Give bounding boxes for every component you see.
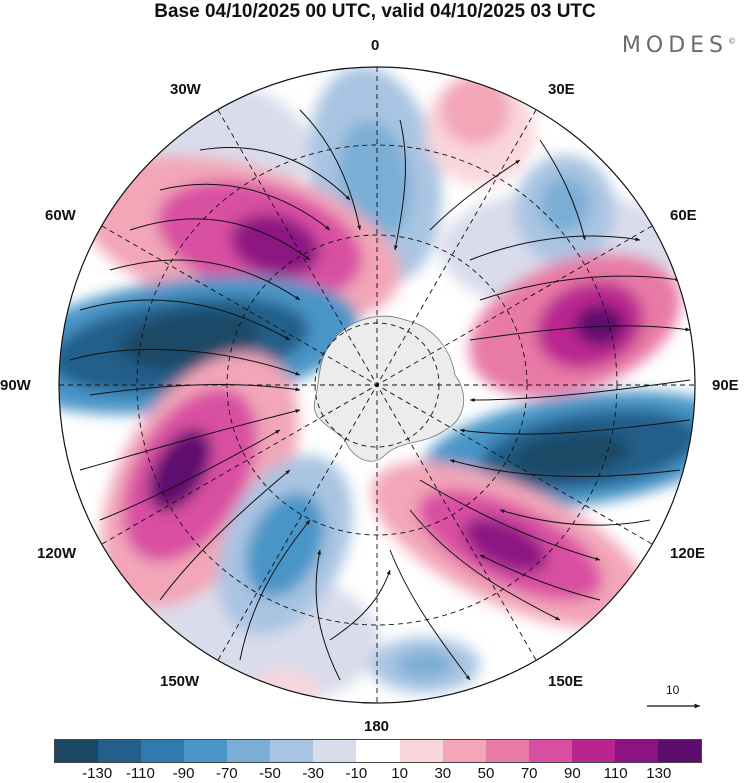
lon-label-150e: 150E <box>548 673 584 690</box>
reference-vector-label: 10 <box>666 683 680 697</box>
lon-label-90w: 90W <box>0 377 31 394</box>
colorbar-tick-label: -50 <box>259 765 281 782</box>
colorbar-swatch <box>270 740 314 762</box>
colorbar-tick-label: 30 <box>434 765 452 782</box>
antarctica-land <box>313 315 464 462</box>
lon-label-90e: 90E <box>712 377 739 394</box>
wind-streamlines <box>69 109 691 681</box>
colorbar-tick-label: 130 <box>646 765 672 782</box>
colorbar-swatch <box>614 740 658 762</box>
colorbar-swatch <box>227 740 271 762</box>
polar-map <box>58 66 700 709</box>
colorbar-swatch <box>571 740 615 762</box>
lon-label-120e: 120E <box>670 545 706 562</box>
colorbar-tick-label: 70 <box>520 765 538 782</box>
lon-label-120w: 120W <box>37 545 77 562</box>
graticule <box>59 67 695 703</box>
colorbar-tick-label: 10 <box>391 765 408 782</box>
colorbar-swatch <box>356 740 400 762</box>
lon-label-150w: 150W <box>160 673 200 690</box>
colorbar-swatch <box>313 740 357 762</box>
lon-label-30w: 30W <box>170 81 201 98</box>
colorbar-swatch <box>485 740 529 762</box>
colorbar-tick-label: -130 <box>82 765 113 782</box>
colorbar-tick-label: -110 <box>125 765 155 782</box>
lon-label-60e: 60E <box>670 207 697 224</box>
modes-logo-text: MODES <box>621 33 728 58</box>
colorbar-swatch <box>399 740 443 762</box>
colorbar-tick-label: 50 <box>477 765 495 782</box>
lon-label-0: 0 <box>371 37 380 54</box>
colorbar <box>54 739 702 763</box>
colorbar-swatch <box>141 740 185 762</box>
colorbar-swatch <box>98 740 142 762</box>
colorbar-tick-label: -10 <box>345 765 368 782</box>
colorbar-swatch <box>657 740 701 762</box>
map-boundary <box>58 66 696 704</box>
modes-logo-mark: © <box>728 36 736 46</box>
map-title: Base 04/10/2025 00 UTC, valid 04/10/2025… <box>154 1 596 22</box>
colorbar-swatch <box>442 740 486 762</box>
lon-label-180: 180 <box>364 718 390 735</box>
lon-label-30e: 30E <box>548 81 575 98</box>
colorbar-tick-label: 90 <box>564 765 581 782</box>
colorbar-tick-label: -70 <box>215 765 238 782</box>
colorbar-tick-label: -30 <box>302 765 325 782</box>
colorbar-swatch <box>55 740 99 762</box>
colorbar-tick-label: -90 <box>172 765 195 782</box>
modes-logo: MODES© <box>622 33 736 58</box>
colorbar-tick-label: 110 <box>603 765 628 782</box>
colorbar-swatch <box>528 740 572 762</box>
lon-label-60w: 60W <box>45 207 76 224</box>
colorbar-swatch <box>184 740 228 762</box>
